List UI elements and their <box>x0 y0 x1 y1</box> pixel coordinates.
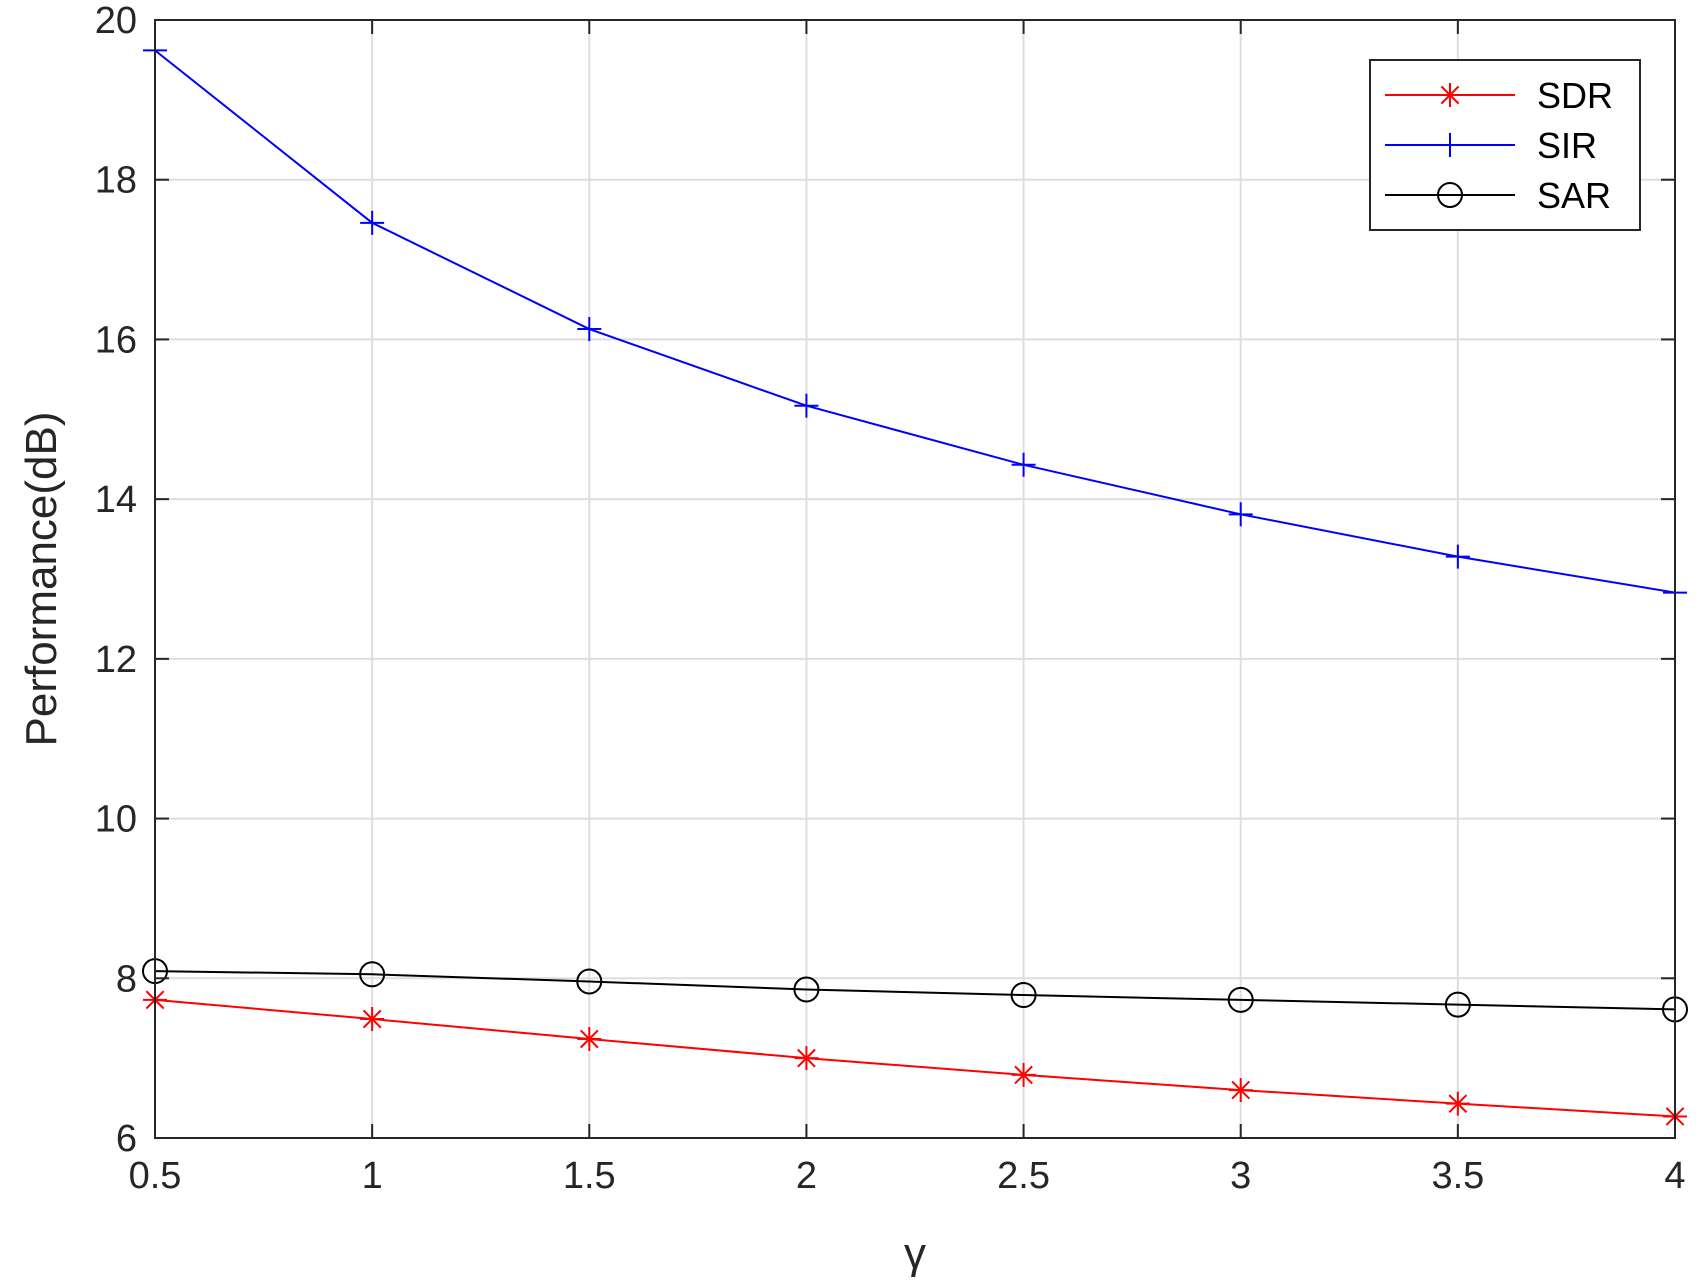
x-tick-label: 1.5 <box>563 1155 616 1197</box>
x-tick-label: 3.5 <box>1431 1155 1484 1197</box>
axis-ticks <box>154 19 1676 1139</box>
data-point-sir <box>794 393 819 418</box>
data-point-sdr <box>794 1046 819 1071</box>
y-tick-label: 18 <box>95 160 137 202</box>
data-point-sdr <box>1445 1091 1470 1116</box>
data-point-sar <box>793 976 820 1003</box>
data-point-sdr <box>1228 1078 1253 1103</box>
legend: SDR SIR SAR <box>1369 59 1641 231</box>
y-tick-label: 16 <box>95 319 137 361</box>
legend-entry-sdr: SDR <box>1385 75 1613 116</box>
x-axis-label: γ <box>904 1229 926 1278</box>
legend-marker-sdr <box>1438 83 1462 107</box>
x-tick-label: 2 <box>796 1155 817 1197</box>
data-point-sar <box>576 968 603 995</box>
legend-entry-sir: SIR <box>1385 125 1597 166</box>
x-tick-label: 1 <box>362 1155 383 1197</box>
data-point-sar <box>359 961 386 988</box>
data-point-sar <box>1010 982 1037 1009</box>
series-sir <box>143 38 1687 605</box>
y-tick-label: 6 <box>116 1118 137 1160</box>
data-point-sdr <box>360 1007 385 1032</box>
x-tick-label: 3 <box>1230 1155 1251 1197</box>
data-point-sir <box>577 317 602 342</box>
series-line-sdr <box>154 998 1676 1118</box>
x-tick-label: 4 <box>1664 1155 1685 1197</box>
legend-entry-sar: SAR <box>1385 175 1611 216</box>
legend-label-sar: SAR <box>1537 175 1611 216</box>
series-line-sir <box>154 49 1676 594</box>
y-axis-label: Performance(dB) <box>17 411 66 746</box>
data-point-sdr <box>1011 1062 1036 1087</box>
x-tick-label: 2.5 <box>997 1155 1050 1197</box>
y-tick-label: 20 <box>95 0 137 42</box>
y-tick-label: 14 <box>95 479 137 521</box>
data-point-sir <box>1445 544 1470 569</box>
legend-marker-sar <box>1437 182 1463 208</box>
data-point-sdr <box>577 1026 602 1051</box>
plot-frame <box>154 19 1676 1139</box>
legend-marker-sir <box>1438 133 1462 157</box>
data-point-sar <box>1444 991 1471 1018</box>
data-point-sir <box>1011 452 1036 477</box>
data-point-sar <box>1227 986 1254 1013</box>
y-tick-label: 10 <box>95 799 137 841</box>
series-line-sar <box>154 970 1676 1011</box>
y-tick-label: 8 <box>116 958 137 1000</box>
data-point-sir <box>1228 502 1253 527</box>
legend-label-sdr: SDR <box>1537 75 1613 116</box>
x-tick-label: 0.5 <box>129 1155 182 1197</box>
axis-tick-labels: 0.5 1 1.5 2 2.5 3 3.5 4 6 8 10 12 14 16 18 20 <box>95 0 1686 1197</box>
legend-label-sir: SIR <box>1537 125 1597 166</box>
data-point-sir <box>360 210 385 235</box>
y-tick-label: 12 <box>95 639 137 681</box>
